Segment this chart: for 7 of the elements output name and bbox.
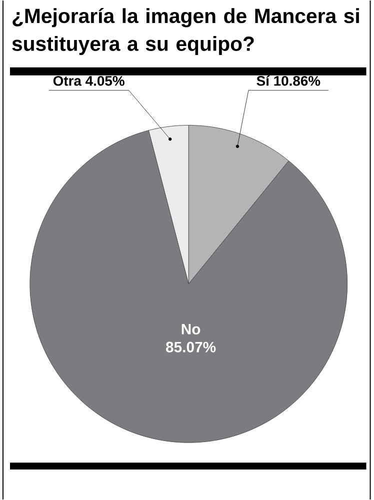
chart-title: ¿Mejoraría la imagen de Mancera si sustituyera a su equipo? [12, 8, 359, 56]
slice-label: Otra [53, 76, 82, 86]
slice-label: Sí [256, 75, 270, 86]
data-label: 4.05% [85, 76, 124, 86]
data-label: 85.07% [166, 342, 216, 352]
data-label: 10.86% [274, 76, 320, 86]
slice-label: No [182, 324, 200, 334]
